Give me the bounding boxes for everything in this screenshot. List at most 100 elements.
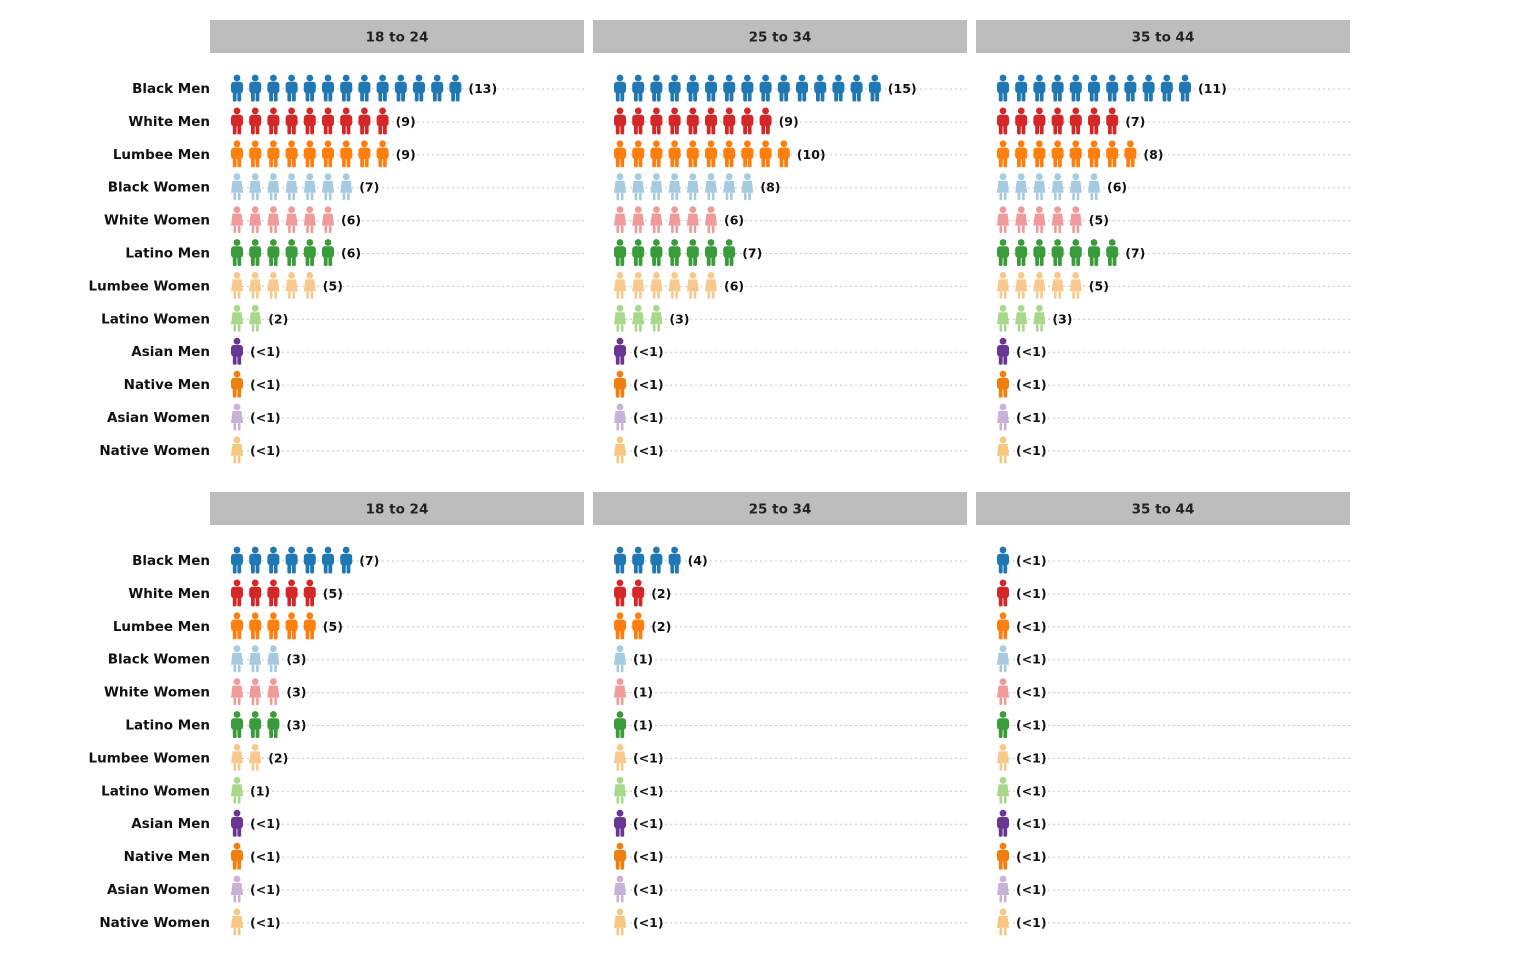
person-icon (267, 173, 280, 201)
count-label: (<1) (1016, 750, 1047, 765)
person-icon (249, 206, 262, 234)
person-icon (1069, 206, 1082, 234)
row-black-men: (11) (997, 74, 1350, 102)
count-label: (2) (268, 311, 288, 326)
count-label: (<1) (1016, 553, 1047, 568)
person-icon (632, 239, 645, 266)
panel-header-bar (593, 20, 967, 53)
person-icon (997, 678, 1009, 706)
row-white-men: (9) (614, 107, 967, 135)
count-label: (2) (651, 619, 671, 634)
person-icon (1106, 239, 1119, 266)
person-icon (267, 612, 280, 640)
person-icon (614, 612, 626, 640)
person-icon (340, 546, 353, 574)
person-icon (723, 239, 736, 266)
count-label: (<1) (250, 915, 281, 930)
row-native-men: (<1) (231, 842, 584, 870)
person-icon (741, 107, 754, 135)
person-icon (997, 612, 1009, 640)
person-icon (632, 304, 645, 332)
person-icon (723, 173, 736, 201)
person-icon (723, 74, 736, 102)
person-icon (632, 272, 645, 299)
person-icon (1033, 206, 1046, 234)
count-label: (<1) (250, 377, 281, 392)
person-icon (231, 842, 243, 870)
row-white-women: (6) (614, 206, 967, 234)
person-icon (997, 436, 1009, 464)
row-asian-women: (<1) (614, 875, 967, 903)
row-native-men: (<1) (997, 842, 1350, 870)
count-label: (1) (633, 685, 653, 700)
person-icon (997, 107, 1009, 135)
person-icon (668, 74, 681, 102)
panel-header-bar (976, 492, 1350, 525)
person-icon (1069, 272, 1082, 299)
panel-1: 18 to 24 (13) (9) (9) (7) (6) (6) (5) (2) (<1) (<1… (210, 20, 584, 464)
count-label: (<1) (1016, 443, 1047, 458)
count-label: (6) (341, 213, 361, 228)
person-icon (997, 239, 1009, 266)
row-asian-men: (<1) (614, 809, 967, 837)
person-icon (997, 711, 1009, 738)
person-icon (686, 140, 699, 168)
count-label: (8) (760, 180, 780, 195)
row-lumbee-women: (<1) (614, 744, 967, 771)
person-icon (1051, 239, 1064, 266)
person-icon (1069, 74, 1082, 102)
person-icon (632, 612, 645, 640)
person-icon (267, 272, 280, 299)
row-native-women: (<1) (614, 908, 967, 936)
person-icon (723, 107, 736, 135)
row-white-men: (9) (231, 107, 584, 135)
row-black-women: (6) (997, 173, 1350, 201)
person-icon (285, 272, 298, 299)
count-label: (9) (396, 147, 416, 162)
category-label-black-women: Black Women (108, 180, 210, 196)
person-icon (614, 809, 626, 837)
person-icon (1033, 239, 1046, 266)
person-icon (614, 645, 626, 673)
row-latino-men: (<1) (997, 711, 1350, 738)
category-label-latino-women: Latino Women (101, 783, 210, 799)
count-label: (1) (250, 783, 270, 798)
category-label-native-men: Native Men (124, 849, 210, 865)
count-label: (<1) (1016, 718, 1047, 733)
person-icon (267, 678, 280, 706)
person-icon (249, 744, 262, 771)
panel-header-bar (210, 492, 584, 525)
person-icon (997, 337, 1009, 365)
panel-header-label: 18 to 24 (366, 502, 429, 518)
row-black-women: (<1) (997, 645, 1350, 673)
person-icon (1051, 74, 1064, 102)
count-label: (<1) (1016, 915, 1047, 930)
person-icon (614, 304, 626, 332)
person-icon (668, 107, 681, 135)
row-lumbee-women: (5) (997, 272, 1350, 299)
person-icon (1106, 107, 1119, 135)
count-label: (<1) (633, 783, 664, 798)
panel-4: 18 to 24 (7) (5) (5) (3) (3) (3) (2) (1) (<1) (<1)… (210, 492, 584, 936)
person-icon (231, 239, 243, 266)
person-icon (705, 140, 717, 168)
panel-6: 35 to 44 (<1) (<1) (<1) (<1) (<1) (<1) (<1) (<1)… (976, 492, 1350, 936)
person-icon (1015, 272, 1028, 299)
row-latino-men: (6) (231, 239, 584, 266)
person-icon (267, 711, 280, 738)
person-icon (759, 140, 772, 168)
count-label: (<1) (633, 882, 664, 897)
category-label-asian-women: Asian Women (107, 410, 210, 426)
person-icon (285, 107, 298, 135)
person-icon (394, 74, 407, 102)
row-white-men: (5) (231, 579, 584, 607)
person-icon (686, 74, 699, 102)
person-icon (267, 206, 280, 234)
row-asian-women: (<1) (231, 403, 584, 431)
category-label-latino-men: Latino Men (125, 246, 210, 262)
count-label: (2) (651, 586, 671, 601)
person-icon (231, 304, 243, 332)
person-icon (650, 239, 663, 266)
category-label-white-women: White Women (104, 213, 210, 229)
person-icon (614, 436, 626, 464)
